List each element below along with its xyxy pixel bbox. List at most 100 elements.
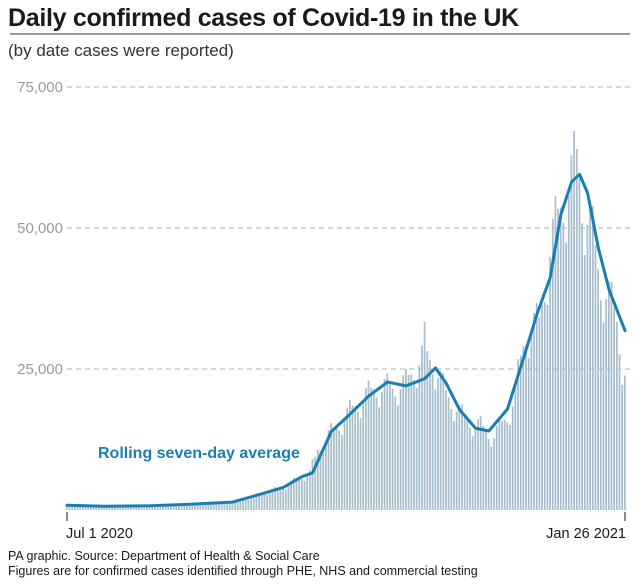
daily-bar xyxy=(191,505,194,510)
daily-bar xyxy=(164,505,167,510)
daily-bar xyxy=(410,374,413,510)
daily-bar xyxy=(68,505,71,510)
daily-bar xyxy=(399,389,402,510)
chart-subtitle: (by date cases were reported) xyxy=(8,41,234,60)
daily-bar xyxy=(324,441,327,510)
daily-bar xyxy=(389,384,391,510)
daily-bar xyxy=(87,505,90,510)
daily-bar xyxy=(73,505,76,510)
rolling-average-label: Rolling seven-day average xyxy=(98,445,300,462)
daily-bar xyxy=(482,425,485,510)
daily-bar xyxy=(212,503,215,510)
daily-bar xyxy=(501,421,503,510)
daily-bar xyxy=(220,502,223,510)
daily-bar xyxy=(218,502,220,510)
daily-bar xyxy=(565,242,567,511)
y-tick-label: 75,000 xyxy=(17,79,63,96)
daily-bar xyxy=(447,397,450,510)
daily-bar xyxy=(308,470,311,510)
daily-bar xyxy=(367,380,370,510)
daily-bar xyxy=(290,480,292,510)
daily-bar xyxy=(180,504,183,510)
daily-bar xyxy=(623,375,626,510)
daily-bar xyxy=(340,434,343,510)
daily-bar xyxy=(140,505,143,510)
daily-bar xyxy=(493,438,495,510)
daily-bar xyxy=(228,503,231,510)
daily-bar xyxy=(306,475,309,510)
daily-bar xyxy=(143,505,146,510)
daily-bar xyxy=(503,419,506,510)
daily-bar xyxy=(490,446,493,510)
daily-bar xyxy=(314,456,317,510)
daily-bar xyxy=(541,304,543,510)
daily-bar xyxy=(570,155,573,510)
daily-bar xyxy=(204,503,207,510)
daily-bar xyxy=(279,487,282,510)
rolling-average-line xyxy=(65,172,627,508)
daily-bars xyxy=(65,130,626,511)
daily-bar xyxy=(338,430,341,510)
daily-bar xyxy=(210,504,212,510)
daily-bar xyxy=(202,503,204,510)
daily-bar xyxy=(124,505,127,510)
daily-bar xyxy=(92,506,95,510)
daily-bar xyxy=(167,505,170,510)
y-tick-label: 50,000 xyxy=(17,220,63,237)
daily-bar xyxy=(607,281,610,510)
daily-bar xyxy=(127,506,130,510)
daily-bar xyxy=(258,493,260,510)
daily-bar xyxy=(381,391,383,510)
daily-bar xyxy=(172,505,175,510)
daily-bar xyxy=(156,505,159,510)
daily-bar xyxy=(615,321,618,510)
daily-bar xyxy=(335,427,338,510)
daily-bar xyxy=(383,378,386,510)
daily-bar xyxy=(300,478,303,510)
daily-bar xyxy=(71,505,74,510)
daily-bar xyxy=(519,355,522,510)
daily-bar xyxy=(474,427,477,510)
daily-bar xyxy=(453,421,455,510)
daily-bar xyxy=(178,504,180,510)
daily-bar xyxy=(567,196,570,511)
daily-bar xyxy=(322,453,325,510)
daily-bar xyxy=(252,494,255,510)
daily-bar xyxy=(533,312,535,510)
daily-bar xyxy=(242,499,244,510)
daily-bar xyxy=(418,365,421,510)
daily-bar xyxy=(471,436,474,510)
daily-bar xyxy=(359,418,362,510)
daily-bar xyxy=(183,504,186,510)
daily-bar xyxy=(434,389,437,510)
daily-bar xyxy=(236,499,239,510)
source-note: PA graphic. Source: Department of Health… xyxy=(8,549,478,579)
daily-bar xyxy=(394,396,397,510)
daily-bar xyxy=(292,477,295,510)
daily-bar xyxy=(514,379,517,510)
daily-bar xyxy=(162,504,164,510)
daily-bar xyxy=(146,505,148,510)
daily-bar xyxy=(271,488,274,510)
daily-bar xyxy=(386,373,389,510)
daily-bar xyxy=(551,218,554,510)
daily-bar xyxy=(498,418,501,510)
daily-bar xyxy=(188,504,191,510)
daily-bar xyxy=(557,208,559,510)
daily-bar xyxy=(522,346,525,510)
source-text: PA graphic. Source: Department of Health… xyxy=(8,549,320,563)
daily-bar xyxy=(549,256,551,510)
daily-bar xyxy=(106,506,108,510)
daily-bar xyxy=(365,388,367,510)
daily-bar xyxy=(431,374,434,510)
daily-bar xyxy=(450,409,453,510)
daily-bar xyxy=(311,459,314,510)
daily-bar xyxy=(439,371,442,510)
daily-bar xyxy=(130,506,132,510)
daily-bar xyxy=(354,406,357,510)
daily-bar xyxy=(119,506,122,510)
daily-bar xyxy=(135,506,138,510)
daily-bar xyxy=(527,357,530,510)
daily-bar xyxy=(463,414,466,510)
daily-bar xyxy=(421,345,423,510)
